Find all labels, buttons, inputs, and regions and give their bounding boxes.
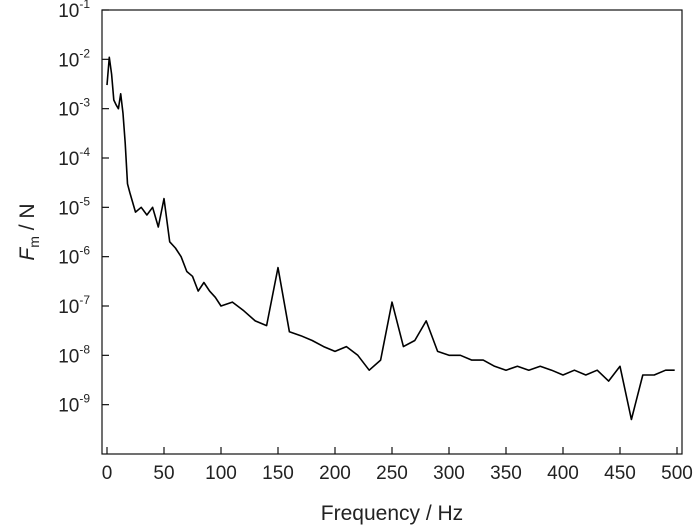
x-tick-label: 200 (319, 463, 351, 484)
y-tick-exponent: -3 (79, 96, 90, 110)
series-line (106, 56, 675, 421)
y-tick-exponent: -5 (79, 194, 90, 208)
y-tick-exponent: -8 (79, 342, 90, 356)
x-tick-label: 400 (547, 463, 579, 484)
series-layer (106, 56, 675, 421)
y-axis-unit: / N (16, 203, 39, 236)
y-tick-base: 10 (58, 346, 79, 367)
y-tick-base: 10 (58, 50, 79, 71)
y-tick-base: 10 (58, 100, 79, 121)
x-tick-label: 50 (153, 463, 174, 484)
y-tick-label: 10-7 (58, 293, 90, 318)
y-tick-label: 10-3 (58, 96, 90, 121)
y-tick-label: 10-2 (58, 46, 90, 71)
y-axis-subscript: m (26, 236, 42, 248)
y-tick-base: 10 (58, 396, 79, 417)
y-tick-base: 10 (58, 248, 79, 269)
y-axis: 10-110-210-310-410-510-610-710-810-9 (58, 0, 109, 417)
y-tick-base: 10 (58, 149, 79, 170)
y-tick-base: 10 (58, 297, 79, 318)
y-tick-exponent: -4 (79, 145, 90, 159)
y-tick-exponent: -2 (79, 46, 90, 60)
x-tick-label: 100 (205, 463, 237, 484)
y-tick-label: 10-6 (58, 244, 90, 269)
y-tick-exponent: -6 (79, 244, 90, 258)
y-tick-label: 10-4 (58, 145, 90, 170)
x-axis-label: Frequency / Hz (321, 502, 463, 525)
y-tick-label: 10-8 (58, 342, 90, 367)
plot-frame (101, 9, 683, 455)
x-tick-label: 0 (102, 463, 113, 484)
x-axis: 0 50 100 150 200 250 300 350 400 450 500 (102, 447, 693, 484)
y-tick-label: 10-5 (58, 194, 90, 219)
x-tick-label: 500 (661, 463, 693, 484)
y-axis-symbol: F (16, 247, 39, 261)
y-tick-base: 10 (58, 198, 79, 219)
y-tick-exponent: -7 (79, 293, 90, 307)
x-tick-label: 150 (262, 463, 294, 484)
y-tick-label: 10-9 (58, 392, 90, 417)
x-tick-label: 300 (433, 463, 465, 484)
y-axis-label: Fm / N (16, 203, 42, 260)
y-tick-label: 10-1 (58, 0, 90, 22)
y-tick-base: 10 (58, 1, 79, 22)
y-tick-exponent: -1 (79, 0, 90, 11)
x-tick-label: 250 (376, 463, 408, 484)
x-tick-label: 350 (490, 463, 522, 484)
y-tick-exponent: -9 (79, 392, 90, 406)
x-tick-label: 450 (604, 463, 636, 484)
